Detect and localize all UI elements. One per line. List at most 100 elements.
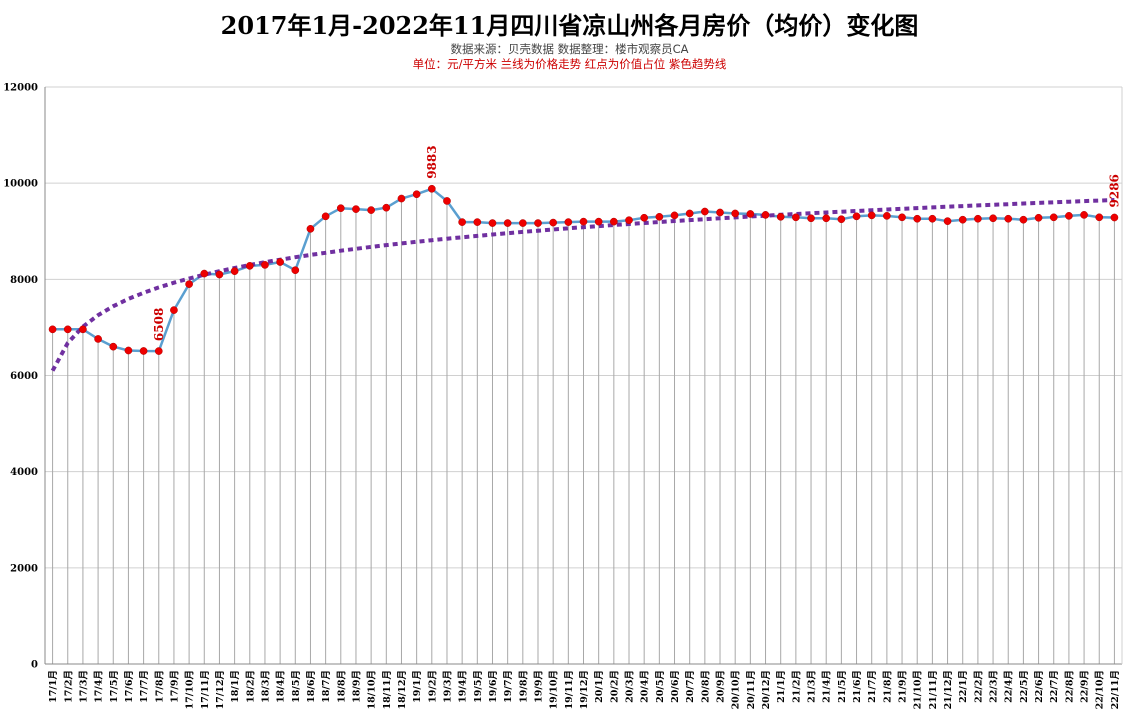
price-point xyxy=(412,190,421,199)
price-point xyxy=(367,206,375,214)
price-point xyxy=(761,211,770,219)
y-tick-label: 0 xyxy=(31,660,38,671)
x-tick-label: 22/8月 xyxy=(1064,670,1075,703)
x-tick-label: 22/6月 xyxy=(1034,670,1045,703)
price-point xyxy=(352,205,360,213)
price-point xyxy=(1034,213,1043,222)
price-point xyxy=(1080,211,1088,219)
price-point xyxy=(261,261,269,269)
axes xyxy=(44,87,1123,665)
x-tick-label: 21/6月 xyxy=(852,670,863,703)
x-tick-label: 20/10月 xyxy=(731,670,742,709)
x-tick-label: 21/8月 xyxy=(882,670,893,703)
price-point xyxy=(458,218,466,226)
x-tick-label: 21/4月 xyxy=(822,670,833,703)
price-point xyxy=(867,211,876,220)
x-tick-label: 17/10月 xyxy=(185,670,196,709)
x-tick-label: 20/6月 xyxy=(670,670,681,703)
price-point xyxy=(397,194,406,203)
x-tick-label: 20/4月 xyxy=(640,670,651,703)
x-tick-label: 22/9月 xyxy=(1080,670,1091,703)
price-point xyxy=(185,280,193,288)
x-tick-label: 20/11月 xyxy=(746,670,757,709)
price-point xyxy=(670,211,679,220)
x-tick-label: 22/10月 xyxy=(1095,670,1106,709)
price-point xyxy=(518,219,527,227)
x-tick-label: 18/3月 xyxy=(260,670,271,703)
x-tick-label: 17/3月 xyxy=(78,670,89,703)
data-label: 9286 xyxy=(1107,174,1121,207)
x-tick-label: 21/12月 xyxy=(943,670,954,709)
trend-series xyxy=(50,198,1115,372)
x-tick-label: 18/1月 xyxy=(230,670,241,703)
y-tick-label: 12000 xyxy=(3,83,38,94)
x-tick-label: 19/3月 xyxy=(442,670,453,703)
price-point xyxy=(564,218,573,226)
price-point xyxy=(1110,213,1119,222)
price-point xyxy=(913,214,922,223)
x-tick-label: 19/12月 xyxy=(579,670,590,709)
x-tick-label: 18/4月 xyxy=(276,670,287,703)
x-tick-label: 18/10月 xyxy=(367,670,378,709)
chart-subtitle: 数据来源：贝壳数据 数据整理：楼市观察员CA xyxy=(450,42,689,56)
x-tick-label: 19/7月 xyxy=(503,670,514,703)
price-point xyxy=(503,219,512,227)
x-tick-label: 19/11月 xyxy=(564,670,575,709)
price-point xyxy=(731,209,740,218)
x-tick-label: 19/6月 xyxy=(488,670,499,703)
x-tick-label: 17/12月 xyxy=(215,670,226,709)
y-tick-label: 2000 xyxy=(10,563,38,574)
price-point xyxy=(488,219,497,227)
price-point xyxy=(170,306,178,314)
price-point xyxy=(124,346,133,355)
x-tick-label: 19/8月 xyxy=(518,670,529,703)
price-point xyxy=(549,218,558,227)
price-point xyxy=(989,214,997,223)
x-tick-label: 21/3月 xyxy=(807,670,818,703)
x-tick-label: 18/2月 xyxy=(245,670,256,703)
price-point xyxy=(109,342,118,351)
chart-title: 2017年1月-2022年11月四川省凉山州各月房价（均价）变化图 xyxy=(220,11,919,40)
price-point xyxy=(306,224,315,233)
price-point xyxy=(1049,213,1058,222)
x-tick-label: 21/5月 xyxy=(837,670,848,703)
price-point xyxy=(898,213,906,222)
price-points xyxy=(48,184,1119,355)
price-point xyxy=(427,184,436,193)
price-point xyxy=(943,217,952,226)
price-point xyxy=(336,204,345,213)
price-point xyxy=(883,212,891,220)
x-tick-label: 20/8月 xyxy=(700,670,711,703)
x-tick-label: 20/12月 xyxy=(761,670,772,709)
vertical-gridlines xyxy=(52,188,1115,664)
x-tick-label: 21/7月 xyxy=(867,670,878,703)
price-point xyxy=(640,213,649,222)
x-tick-label: 19/9月 xyxy=(533,670,544,703)
data-label: 6508 xyxy=(152,308,166,341)
x-tick-label: 17/8月 xyxy=(154,670,165,703)
x-tick-label: 21/1月 xyxy=(776,670,787,703)
x-tick-label: 19/10月 xyxy=(549,670,560,709)
x-tick-label: 17/7月 xyxy=(139,670,150,703)
x-tick-label: 18/11月 xyxy=(382,670,393,709)
x-tick-label: 22/7月 xyxy=(1049,670,1060,703)
price-point xyxy=(154,347,163,355)
price-point xyxy=(1004,214,1013,223)
x-tick-label: 21/11月 xyxy=(928,670,939,709)
x-tick-label: 20/7月 xyxy=(685,670,696,703)
x-tick-label: 20/9月 xyxy=(716,670,727,703)
price-point xyxy=(215,270,224,279)
x-tick-label: 21/10月 xyxy=(913,670,924,709)
x-tick-label: 18/5月 xyxy=(291,670,302,703)
y-axis-ticks: 0 2000 4000 6000 8000 10000 12000 xyxy=(3,83,38,671)
price-point xyxy=(1095,213,1104,222)
data-labels: 6508 9883 9286 xyxy=(152,145,1122,341)
x-tick-label: 21/2月 xyxy=(791,670,802,703)
x-tick-label: 22/5月 xyxy=(1019,670,1030,703)
x-tick-label: 17/2月 xyxy=(63,670,74,703)
price-point xyxy=(534,219,542,227)
x-tick-label: 17/4月 xyxy=(94,670,105,703)
data-label: 9883 xyxy=(425,145,439,178)
price-point xyxy=(958,215,967,224)
